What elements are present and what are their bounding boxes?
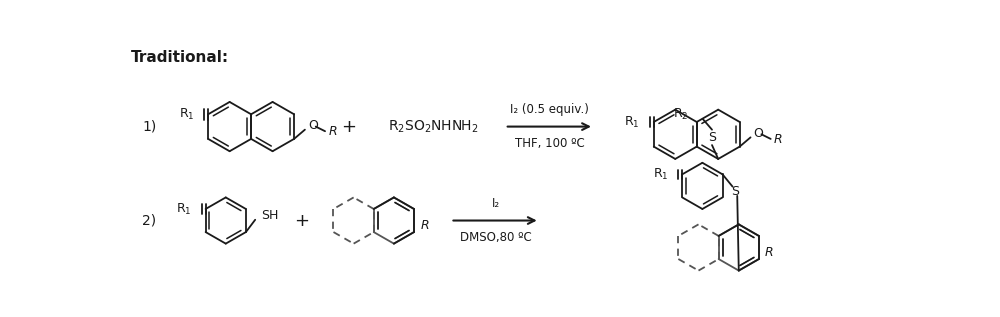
Text: R$_2$: R$_2$ <box>673 107 689 122</box>
Text: R$_1$: R$_1$ <box>653 167 668 182</box>
Text: R$_1$: R$_1$ <box>624 114 640 130</box>
Text: I₂ (0.5 equiv.): I₂ (0.5 equiv.) <box>510 103 589 116</box>
Text: SH: SH <box>261 209 279 222</box>
Text: R: R <box>765 246 774 259</box>
Text: R: R <box>420 219 429 232</box>
Text: 2): 2) <box>142 214 156 228</box>
Text: O: O <box>308 119 318 132</box>
Text: S: S <box>731 185 739 198</box>
Text: 1): 1) <box>142 120 156 133</box>
Text: R$_1$: R$_1$ <box>176 201 192 217</box>
Text: +: + <box>341 118 356 136</box>
Text: DMSO,80 ºC: DMSO,80 ºC <box>460 231 531 244</box>
Text: R: R <box>774 133 782 146</box>
Text: R: R <box>328 126 337 139</box>
Text: Traditional:: Traditional: <box>131 49 229 65</box>
Text: +: + <box>294 211 309 230</box>
Text: R$_1$: R$_1$ <box>179 107 194 122</box>
Text: I₂: I₂ <box>491 197 500 210</box>
Text: THF, 100 ºC: THF, 100 ºC <box>515 137 585 150</box>
Text: S: S <box>708 131 716 144</box>
Text: O: O <box>754 127 764 140</box>
Text: R$_2$SO$_2$NHNH$_2$: R$_2$SO$_2$NHNH$_2$ <box>388 118 479 135</box>
